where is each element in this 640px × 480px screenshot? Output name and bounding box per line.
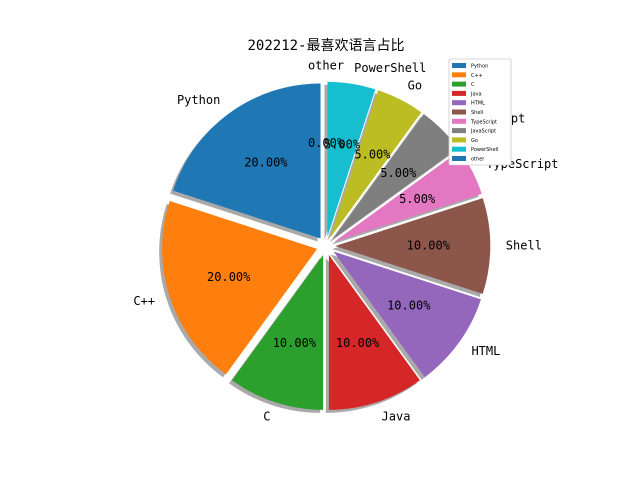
legend: Python C++ C Java HTML Shell TypeScript JavaScr… [448,58,512,166]
slice-label-java: Java [382,409,411,423]
slice-java [328,254,420,410]
legend-label-c: C [471,82,475,88]
legend-swatch-html [452,100,466,106]
legend-swatch-c- [452,72,466,78]
legend-swatch-java [452,90,466,96]
slice-label-powershell: PowerShell [354,61,426,75]
slice-label-shell: Shell [506,239,542,253]
slice-go [330,90,422,238]
slice-python [173,83,321,239]
percent-label-python: 20.00% [244,156,288,170]
slice-label-other: other [308,59,344,73]
slice-c- [162,200,318,375]
slice-shell [335,198,491,294]
percent-label-other: 0.00% [308,136,345,150]
slice-label-python: Python [177,93,220,107]
slice-c [232,254,324,410]
legend-swatch-other [452,156,466,161]
legend-swatch-javascript [452,128,466,134]
legend-label-shell: Shell [471,110,483,116]
percent-label-javascript: 5.00% [380,166,417,180]
percent-label-go: 5.00% [354,147,391,161]
legend-swatch-typescript [452,118,466,124]
legend-swatch-c [452,81,466,87]
slice-label-go: Go [408,78,422,92]
legend-swatch-shell [452,109,466,115]
percent-labels: 20.00% 20.00% 10.00% 10.00% 10.00% 10.00% 5.00… [207,136,451,350]
legend-label-go: Go [471,138,478,144]
slice-html [333,251,481,377]
percent-label-shell: 10.00% [407,239,451,253]
slice-label-c: C [263,409,270,423]
legend-label-javascript: JavaScript [470,129,496,135]
percent-label-c-: 20.00% [207,270,251,284]
legend-label-other: other [471,157,485,163]
percent-label-java: 10.00% [336,336,380,350]
percent-label-powershell: 5.00% [324,137,361,151]
slice-label-html: HTML [471,344,500,358]
legend-items: Python C++ C Java HTML Shell TypeScript JavaScr… [452,63,498,163]
pie-slices [162,81,491,410]
chart-title: 202212-最喜欢语言占比 [247,38,404,54]
legend-label-typescript: TypeScript [470,119,497,125]
legend-label-python: Python [471,64,488,70]
slice-typescript [334,150,482,242]
slice-javascript [332,114,458,240]
slice-powershell [327,81,376,237]
slice-label-c-: C++ [133,294,155,308]
legend-label-c-: C++ [471,73,483,79]
legend-label-java: Java [470,91,482,97]
percent-label-c: 10.00% [273,336,317,350]
legend-swatch-go [452,137,466,143]
legend-swatch-powershell [452,146,466,152]
legend-label-html: HTML [471,101,485,107]
percent-label-typescript: 5.00% [399,192,436,206]
legend-label-powershell: PowerShell [471,147,498,153]
legend-swatch-python [452,63,466,68]
percent-label-html: 10.00% [387,299,431,313]
